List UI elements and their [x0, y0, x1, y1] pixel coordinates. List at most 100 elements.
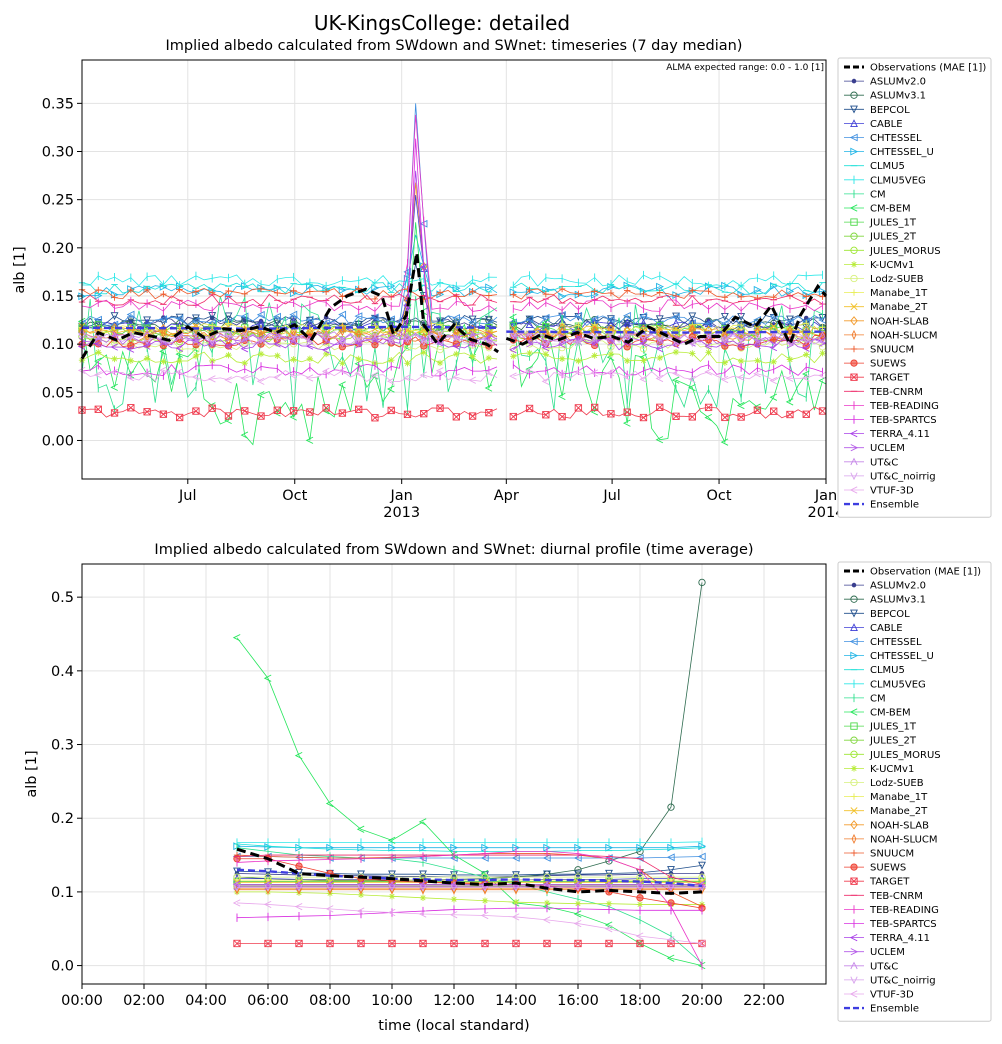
timeseries-series-point: [77, 342, 86, 351]
timeseries-series-point: [322, 334, 330, 343]
timeseries-series-point: [273, 334, 281, 343]
timeseries-series-point: [655, 315, 664, 324]
timeseries-legend-item: ASLUMv2.0: [844, 77, 926, 88]
diurnal-series-jules_morus: [233, 882, 706, 890]
timeseries-series-point: [721, 359, 729, 366]
timeseries-series-point: [355, 336, 363, 344]
timeseries-series-point: [111, 294, 118, 301]
timeseries-series-point: [305, 374, 314, 382]
timeseries-series-point: [403, 267, 412, 276]
timeseries-legend-marker: [850, 246, 858, 254]
timeseries-legend-item: CABLE: [844, 119, 903, 130]
timeseries-series-point: [607, 350, 615, 358]
timeseries-series-point: [305, 436, 314, 444]
timeseries-series-point: [387, 336, 395, 344]
timeseries-series-point: [77, 366, 86, 375]
timeseries-legend-item: BEPCOL: [844, 105, 910, 116]
timeseries-series-point: [639, 312, 648, 320]
timeseries-legend-label: UT&C: [870, 457, 898, 468]
diurnal-series-point: [542, 916, 551, 924]
diurnal-legend-marker: [850, 976, 858, 985]
timeseries-series-point: [704, 414, 712, 422]
timeseries-legend-label: JULES_MORUS: [869, 246, 941, 257]
timeseries-series-point: [338, 335, 347, 343]
timeseries-legend-item: ASLUMv3.1: [844, 91, 926, 102]
timeseries-series-point: [526, 349, 533, 357]
timeseries-series-point: [671, 369, 680, 377]
timeseries-series-point: [640, 290, 647, 298]
diurnal-xtick-label: 16:00: [557, 993, 599, 1009]
diurnal-series-cm: [236, 843, 703, 968]
diurnal-series-point: [573, 910, 582, 918]
timeseries-series-point: [656, 403, 664, 411]
timeseries-legend-label: K-UCMv1: [870, 260, 914, 271]
diurnal-series-line: [237, 891, 702, 905]
diurnal-panel: Implied albedo calculated from SWdown an…: [24, 542, 992, 1034]
timeseries-legend-label: CM-BEM: [870, 204, 911, 215]
diurnal-series-point: [605, 869, 613, 878]
timeseries-series-point: [623, 419, 631, 427]
timeseries-legend-marker: [851, 78, 857, 84]
diurnal-series-point: [574, 939, 582, 948]
timeseries-series-point: [142, 342, 151, 350]
timeseries-series-point: [387, 377, 395, 385]
timeseries-legend-marker: [851, 329, 857, 340]
diurnal-legend-item: CABLE: [844, 623, 903, 634]
timeseries-series-point: [225, 351, 232, 359]
diurnal-series-point: [574, 884, 582, 892]
timeseries-series-point: [720, 438, 729, 446]
timeseries-series-line: [81, 288, 498, 300]
diurnal-legend-item: NOAH-SLAB: [844, 820, 929, 831]
timeseries-legend-label: CLMU5: [870, 161, 905, 172]
timeseries-series-point: [510, 291, 517, 298]
timeseries-series-point: [623, 408, 631, 416]
diurnal-series-point: [605, 939, 613, 948]
timeseries-series-point: [127, 404, 135, 412]
timeseries-series-point: [159, 335, 167, 343]
timeseries-legend-item: VTUF-3D: [844, 486, 914, 497]
diurnal-series-line: [236, 845, 703, 849]
diurnal-legend-item: TEB-SPARTCS: [844, 919, 937, 930]
diurnal-series-point: [233, 884, 241, 892]
timeseries-ylabel: alb [1]: [12, 246, 28, 293]
diurnal-legend-label: TEB-CNRM: [869, 891, 923, 902]
timeseries-series-point: [655, 345, 664, 353]
diurnal-series-point: [698, 578, 706, 587]
timeseries-series-vtuf-3d: [77, 366, 826, 385]
diurnal-series-point: [356, 825, 365, 833]
diurnal-xtick-label: 00:00: [61, 993, 103, 1009]
diurnal-series-point: [419, 884, 427, 892]
timeseries-ytick-label: 0.20: [42, 241, 74, 257]
timeseries-series-line: [81, 333, 498, 346]
timeseries-legend-marker: [850, 218, 858, 226]
timeseries-series-point: [338, 409, 347, 417]
timeseries-series-point: [753, 285, 762, 294]
timeseries-series-point: [787, 325, 793, 336]
diurnal-series-point: [233, 867, 241, 876]
diurnal-legend-label: K-UCMv1: [870, 764, 914, 775]
timeseries-series-point: [803, 293, 810, 300]
diurnal-series-cm-bem: [232, 634, 706, 970]
diurnal-series-point: [512, 871, 520, 880]
diurnal-legend-label: Observation (MAE [1]): [870, 567, 981, 578]
timeseries-series-line: [81, 263, 498, 328]
timeseries-series-point: [468, 315, 477, 324]
timeseries-legend-marker: [850, 316, 858, 326]
timeseries-series-point: [737, 329, 745, 338]
timeseries-series-line: [81, 332, 498, 345]
timeseries-series-point: [484, 368, 493, 377]
timeseries-xtick-year: 2014: [808, 505, 845, 521]
timeseries-series-point: [509, 331, 517, 340]
timeseries-legend-label: CM: [870, 189, 886, 200]
timeseries-legend-label: Observations (MAE [1]): [870, 63, 986, 74]
timeseries-series-point: [94, 405, 102, 413]
timeseries-series: [77, 103, 828, 446]
timeseries-series-point: [175, 368, 184, 376]
timeseries-ytick-label: 0.30: [42, 145, 74, 161]
timeseries-series-point: [704, 368, 712, 376]
timeseries-series-point: [557, 371, 566, 379]
timeseries-legend-label: CABLE: [870, 119, 903, 130]
timeseries-series-point: [607, 289, 615, 297]
timeseries-series-point: [656, 282, 664, 291]
